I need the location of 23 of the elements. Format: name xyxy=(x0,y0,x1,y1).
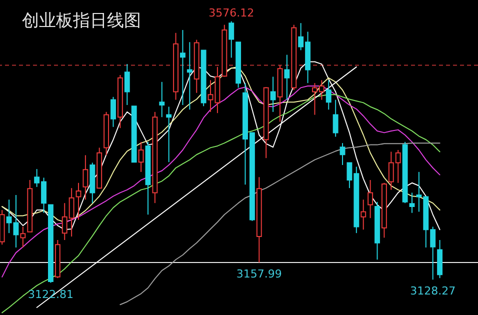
annotation: 3157.99 xyxy=(236,268,282,281)
candlestick xyxy=(110,96,116,128)
candlestick xyxy=(326,80,332,110)
text: 创业板指日线图 xyxy=(22,11,141,31)
candlestick xyxy=(270,76,276,112)
candlestick xyxy=(166,106,172,163)
candlestick xyxy=(20,226,26,248)
candlestick xyxy=(284,54,290,100)
candlestick xyxy=(340,142,346,166)
candlestick xyxy=(159,81,165,118)
candlestick xyxy=(409,192,415,214)
candlestick xyxy=(82,154,88,200)
candlestick xyxy=(228,20,234,58)
candlestick xyxy=(76,182,82,220)
candlestick xyxy=(180,30,186,106)
candlestick xyxy=(332,99,338,138)
annotation: 3128.27 xyxy=(410,284,456,298)
candlestick xyxy=(138,141,144,172)
candlestick xyxy=(186,42,192,110)
candlestick xyxy=(360,199,366,230)
candlestick xyxy=(124,64,130,106)
annotation: 3576.12 xyxy=(208,6,254,20)
candlestick xyxy=(368,180,374,219)
